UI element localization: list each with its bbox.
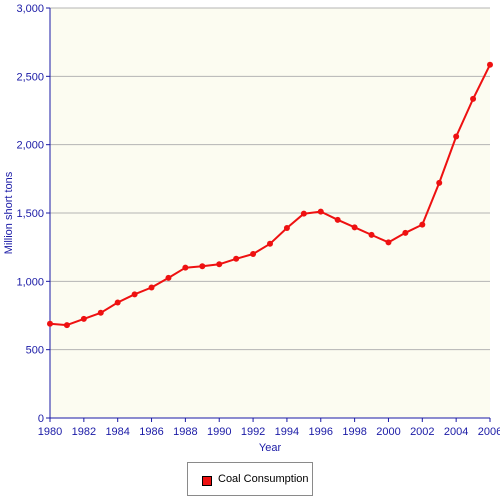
- x-tick-label: 1992: [241, 426, 265, 438]
- data-point: [165, 274, 172, 281]
- data-point: [402, 229, 409, 236]
- data-point: [131, 291, 138, 298]
- x-tick-label: 2002: [410, 426, 434, 438]
- data-point: [216, 261, 223, 268]
- data-point: [351, 224, 358, 231]
- data-point: [436, 179, 443, 186]
- data-point: [63, 322, 70, 329]
- x-tick-label: 1980: [38, 426, 62, 438]
- data-point: [97, 309, 104, 316]
- x-axis-label: Year: [259, 442, 282, 454]
- data-point: [368, 231, 375, 238]
- data-point: [148, 284, 155, 291]
- data-point: [453, 133, 460, 140]
- data-point: [317, 208, 324, 215]
- x-tick-label: 1990: [207, 426, 231, 438]
- y-axis-label: Million short tons: [3, 171, 15, 254]
- data-point: [385, 239, 392, 246]
- data-point: [267, 240, 273, 247]
- data-point: [114, 299, 121, 306]
- data-point: [334, 216, 341, 223]
- axes: [46, 7, 491, 422]
- series-layer: [47, 61, 493, 329]
- x-tick-label: 2004: [444, 426, 468, 438]
- y-tick-label: 2,500: [16, 71, 44, 83]
- data-point: [283, 225, 290, 232]
- y-tick-label: 2,000: [16, 140, 44, 152]
- data-point: [470, 95, 477, 102]
- gridlines: [50, 7, 490, 351]
- x-tick-label: 1984: [105, 426, 129, 438]
- data-point: [47, 320, 53, 327]
- y-tick-label: 500: [26, 345, 44, 357]
- data-point: [233, 255, 240, 262]
- tick-labels: 0 500 1,000 1,500 2,000 2,500 3,000 1980 1982 198…: [16, 3, 500, 438]
- data-point: [80, 315, 87, 322]
- x-tick-label: 1982: [72, 426, 96, 438]
- data-point: [182, 264, 189, 271]
- data-point: [300, 210, 307, 217]
- legend-swatch-coal-consumption: [202, 476, 212, 486]
- y-tick-label: 1,500: [16, 208, 44, 220]
- data-point: [487, 61, 493, 68]
- y-tick-label: 3,000: [16, 3, 44, 15]
- x-tick-label: 1986: [139, 426, 163, 438]
- x-tick-label: 2006: [478, 426, 500, 438]
- data-point: [199, 263, 206, 270]
- x-tick-label: 1996: [309, 426, 333, 438]
- y-tick-label: 0: [38, 413, 44, 425]
- x-tick-label: 1988: [173, 426, 197, 438]
- legend: Coal Consumption: [187, 462, 313, 496]
- data-point: [419, 221, 426, 228]
- y-tick-label: 1,000: [16, 276, 44, 288]
- x-tick-label: 1998: [342, 426, 366, 438]
- legend-label-coal-consumption: Coal Consumption: [218, 473, 309, 485]
- x-tick-label: 2000: [376, 426, 400, 438]
- x-tick-label: 1994: [275, 426, 299, 438]
- data-point: [250, 251, 257, 257]
